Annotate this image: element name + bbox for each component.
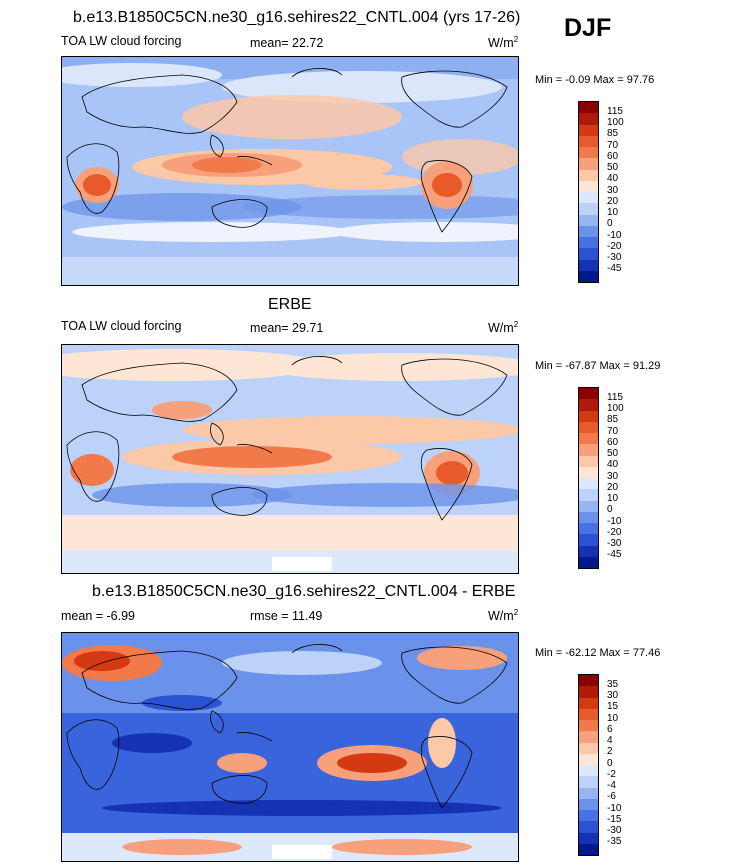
- colorbar-tick-label: 15: [607, 701, 619, 712]
- panel3-title: b.e13.B1850C5CN.ne30_g16.sehires22_CNTL.…: [92, 583, 516, 600]
- colorbar-tick-label: 30: [607, 690, 619, 701]
- colorbar-tick-label: 115: [607, 392, 623, 403]
- colorbar-tick-label: 100: [607, 403, 624, 414]
- colorbar-tick-label: -10: [607, 230, 622, 241]
- colorbar-tick-label: 20: [607, 196, 619, 207]
- colorbar-tick-label: 40: [607, 459, 619, 470]
- colorbar-tick-label: -15: [607, 814, 622, 825]
- colorbar-tick-label: -2: [607, 769, 616, 780]
- colorbar-tick-label: -45: [607, 549, 622, 560]
- season-label: DJF: [564, 14, 612, 42]
- panel2-units: W/m2: [488, 319, 519, 335]
- colorbar-tick-label: 60: [607, 437, 619, 448]
- panel1-map: [61, 56, 519, 286]
- panel1-mean-label: mean= 22.72: [250, 36, 324, 50]
- colorbar-tick-label: 30: [607, 185, 619, 196]
- panel3-rmse-label: rmse = 11.49: [250, 609, 323, 623]
- panel1-field-label: TOA LW cloud forcing: [61, 34, 182, 48]
- colorbar-tick-label: -45: [607, 263, 622, 274]
- colorbar-tick-label: 115: [607, 106, 623, 117]
- panel2-field-label: TOA LW cloud forcing: [61, 319, 182, 333]
- panel1-colorbar: [578, 101, 599, 283]
- colorbar-tick-label: 70: [607, 140, 619, 151]
- panel3-contour-field: [62, 633, 518, 861]
- colorbar-tick-label: 0: [607, 218, 613, 229]
- panel3-units: W/m2: [488, 607, 519, 623]
- panel1-minmax: Min = -0.09 Max = 97.76: [535, 74, 655, 86]
- colorbar-tick-label: -20: [607, 527, 622, 538]
- colorbar-tick-label: 85: [607, 128, 619, 139]
- colorbar-tick-label: 40: [607, 173, 619, 184]
- colorbar-tick-label: 10: [607, 493, 619, 504]
- colorbar-tick-label: 60: [607, 151, 619, 162]
- panel2-title: ERBE: [268, 296, 312, 313]
- colorbar-tick-label: 30: [607, 471, 619, 482]
- colorbar-tick-label: 10: [607, 207, 619, 218]
- panel2-minmax: Min = -67.87 Max = 91.29: [535, 360, 661, 372]
- colorbar-tick-label: -30: [607, 252, 622, 263]
- colorbar-tick-label: -10: [607, 803, 622, 814]
- colorbar-tick-label: -6: [607, 791, 616, 802]
- panel1-units: W/m2: [488, 34, 519, 50]
- panel1-contour-field: [62, 57, 518, 285]
- panel2-mean-label: mean= 29.71: [250, 321, 324, 335]
- colorbar-tick-label: 10: [607, 713, 619, 724]
- panel3-minmax: Min = -62.12 Max = 77.46: [535, 647, 661, 659]
- colorbar-tick-label: 0: [607, 758, 613, 769]
- colorbar-tick-label: -35: [607, 836, 622, 847]
- panel1-title: b.e13.B1850C5CN.ne30_g16.sehires22_CNTL.…: [73, 9, 521, 26]
- panel2-contour-field: [62, 345, 518, 573]
- colorbar-tick-label: 6: [607, 724, 613, 735]
- colorbar-tick-label: 35: [607, 679, 619, 690]
- colorbar-tick-label: -30: [607, 538, 622, 549]
- panel2-colorbar: [578, 387, 599, 569]
- colorbar-tick-label: -30: [607, 825, 622, 836]
- colorbar-tick-label: -10: [607, 516, 622, 527]
- panel3-colorbar: [578, 674, 599, 856]
- colorbar-tick-label: 85: [607, 414, 619, 425]
- colorbar-tick-label: -4: [607, 780, 616, 791]
- colorbar-tick-label: 2: [607, 746, 613, 757]
- colorbar-tick-label: 4: [607, 735, 613, 746]
- panel2-map: [61, 344, 519, 574]
- colorbar-tick-label: -20: [607, 241, 622, 252]
- panel3-map: [61, 632, 519, 862]
- colorbar-tick-label: 50: [607, 162, 619, 173]
- colorbar-tick-label: 100: [607, 117, 624, 128]
- colorbar-tick-label: 70: [607, 426, 619, 437]
- panel3-mean-label: mean = -6.99: [61, 609, 136, 623]
- colorbar-tick-label: 20: [607, 482, 619, 493]
- colorbar-tick-label: 50: [607, 448, 619, 459]
- colorbar-tick-label: 0: [607, 504, 613, 515]
